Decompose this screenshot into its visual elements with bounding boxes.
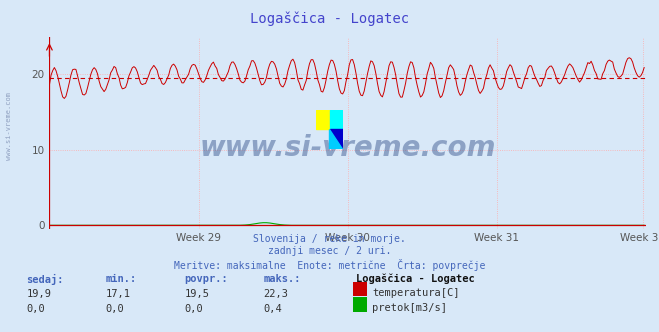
- Text: www.si-vreme.com: www.si-vreme.com: [200, 134, 496, 162]
- Text: 19,9: 19,9: [26, 289, 51, 299]
- Text: Logaščica - Logatec: Logaščica - Logatec: [356, 274, 474, 285]
- Text: 22,3: 22,3: [264, 289, 289, 299]
- Text: sedaj:: sedaj:: [26, 274, 64, 285]
- Text: 0,4: 0,4: [264, 304, 282, 314]
- Text: 0,0: 0,0: [105, 304, 124, 314]
- Text: Logaščica - Logatec: Logaščica - Logatec: [250, 12, 409, 26]
- Text: www.si-vreme.com: www.si-vreme.com: [5, 92, 12, 160]
- Text: Slovenija / reke in morje.: Slovenija / reke in morje.: [253, 234, 406, 244]
- Text: 0,0: 0,0: [185, 304, 203, 314]
- Bar: [330, 110, 343, 129]
- Text: zadnji mesec / 2 uri.: zadnji mesec / 2 uri.: [268, 246, 391, 256]
- Text: pretok[m3/s]: pretok[m3/s]: [372, 303, 447, 313]
- Polygon shape: [330, 129, 343, 149]
- Text: min.:: min.:: [105, 274, 136, 284]
- Bar: [316, 110, 330, 129]
- Text: 19,5: 19,5: [185, 289, 210, 299]
- Text: Meritve: maksimalne  Enote: metrične  Črta: povprečje: Meritve: maksimalne Enote: metrične Črta…: [174, 259, 485, 271]
- Text: maks.:: maks.:: [264, 274, 301, 284]
- Text: temperatura[C]: temperatura[C]: [372, 288, 460, 298]
- Polygon shape: [330, 129, 343, 149]
- Text: 17,1: 17,1: [105, 289, 130, 299]
- Text: povpr.:: povpr.:: [185, 274, 228, 284]
- Text: 0,0: 0,0: [26, 304, 45, 314]
